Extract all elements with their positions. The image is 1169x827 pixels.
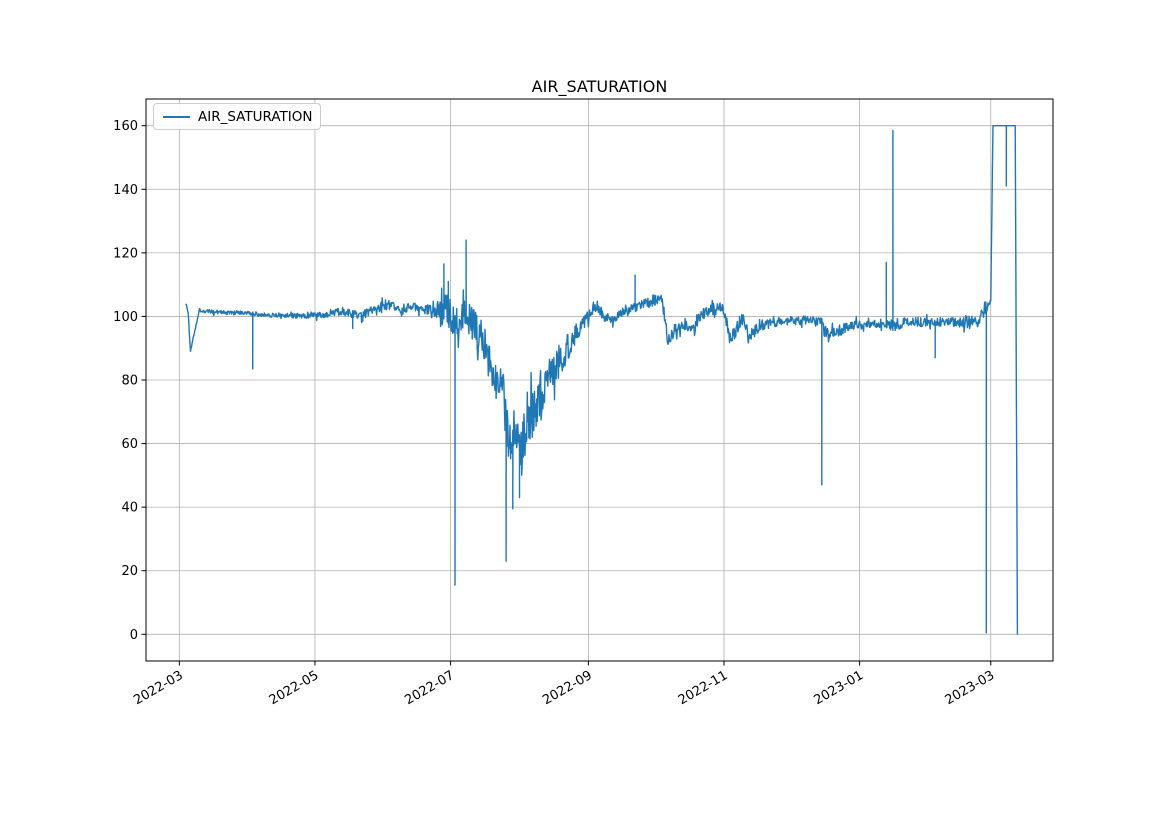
x-tick-label: 2022-09 <box>540 668 595 708</box>
x-tick-label: 2022-11 <box>676 668 731 708</box>
legend-line-sample <box>163 115 190 118</box>
y-tick-label: 80 <box>121 374 138 389</box>
x-tick-label: 2023-01 <box>811 668 866 708</box>
x-tick-label-group: 2022-05 <box>267 668 322 708</box>
chart-title: AIR_SATURATION <box>531 77 668 96</box>
y-tick-label: 100 <box>113 310 138 325</box>
x-tick-label-group: 2022-07 <box>402 668 457 708</box>
y-tick-label: 0 <box>130 628 138 643</box>
x-tick-label-group: 2022-09 <box>540 668 595 708</box>
y-tick-label: 60 <box>121 437 138 452</box>
x-tick-label: 2023-03 <box>943 668 998 708</box>
legend: AIR_SATURATION <box>153 103 321 130</box>
y-tick-label: 160 <box>113 119 138 134</box>
x-tick-label: 2022-05 <box>267 668 322 708</box>
legend-label: AIR_SATURATION <box>198 108 313 125</box>
x-tick-label-group: 2022-03 <box>131 668 186 708</box>
x-tick-label-group: 2022-11 <box>676 668 731 708</box>
x-tick-label: 2022-03 <box>131 668 186 708</box>
y-tick-label: 120 <box>113 246 138 261</box>
grid <box>146 99 1053 661</box>
x-tick-label-group: 2023-03 <box>943 668 998 708</box>
series-line-air-saturation <box>185 125 1019 635</box>
y-tick-label: 40 <box>121 501 138 516</box>
y-tick-label: 140 <box>113 183 138 198</box>
x-tick-label: 2022-07 <box>402 668 457 708</box>
x-tick-label-group: 2023-01 <box>811 668 866 708</box>
tick-labels: 0 20 40 60 80 100 120 140 160 2022-03 2022-05 2022-… <box>113 119 997 708</box>
tick-marks <box>141 125 992 666</box>
series-group <box>185 125 1019 635</box>
y-tick-label: 20 <box>121 564 138 579</box>
